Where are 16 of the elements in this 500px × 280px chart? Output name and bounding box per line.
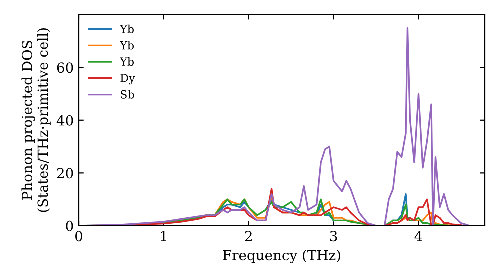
y-tick-label: 40 bbox=[56, 115, 74, 126]
legend-label: Sb bbox=[121, 90, 134, 99]
legend-label: Yb bbox=[120, 57, 134, 66]
y-tick-label: 0 bbox=[66, 220, 74, 232]
legend-label: Yb bbox=[120, 24, 134, 34]
x-tick-label: 4 bbox=[414, 231, 422, 242]
legend-label: Yb bbox=[120, 41, 134, 50]
x-axis-title: Frequency (THz) bbox=[223, 250, 340, 264]
y-tick-label: 20 bbox=[57, 168, 74, 179]
y-tick-label: 60 bbox=[57, 62, 74, 74]
x-tick-label: 1 bbox=[161, 231, 166, 242]
x-tick-label: 0 bbox=[75, 231, 82, 242]
legend-label: Dy bbox=[120, 74, 136, 85]
x-tick-label: 3 bbox=[330, 231, 338, 242]
y-axis-title: Phonon projected DOS (States/THz·primitive cell) bbox=[22, 28, 51, 212]
x-tick-label: 2 bbox=[245, 231, 252, 242]
